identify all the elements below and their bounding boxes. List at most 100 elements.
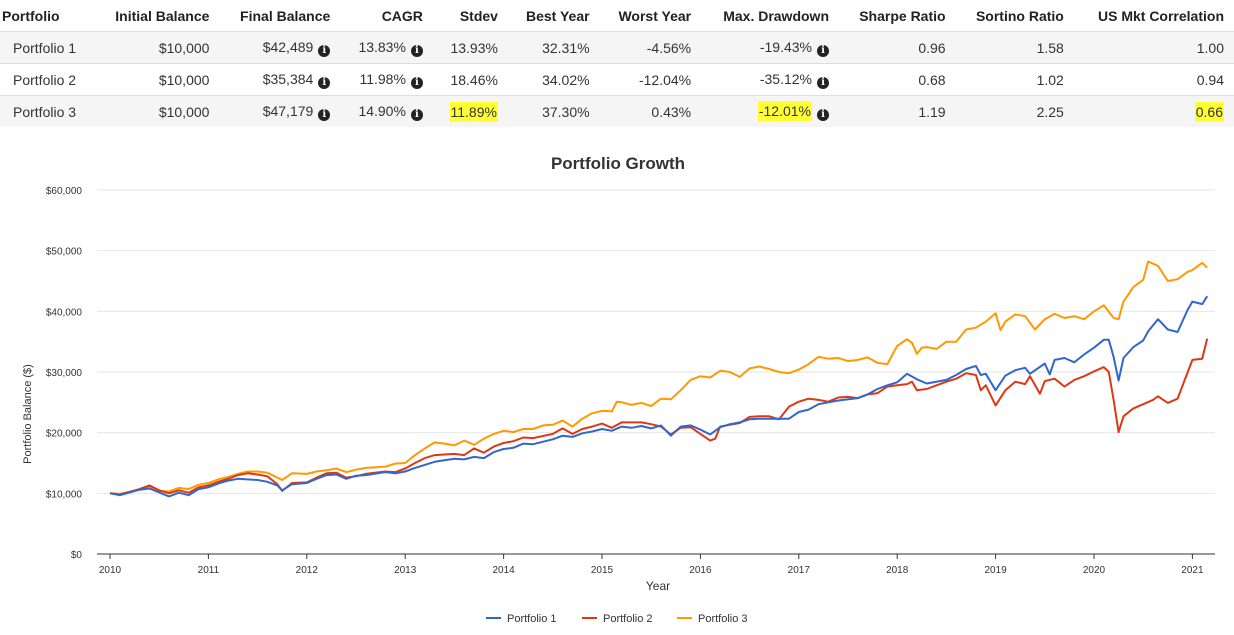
- max-drawdown: -19.43%: [759, 38, 812, 55]
- us-mkt-correlation: 1.00: [1196, 39, 1224, 56]
- portfolio-name: Portfolio 1: [13, 39, 77, 56]
- worst-year: -12.04%: [638, 71, 692, 88]
- final-balance: $42,489: [262, 38, 314, 55]
- max-drawdown-cell: -12.01% i: [701, 96, 839, 128]
- max-drawdown-cell: -35.12% i: [701, 64, 839, 96]
- y-tick-label: $30,000: [46, 368, 83, 379]
- final-balance-cell: $47,179 i: [219, 96, 340, 128]
- cagr-cell: 11.98% i: [340, 64, 433, 96]
- legend-item-portfolio-2[interactable]: Portfolio 2: [582, 613, 653, 625]
- sharpe-ratio: 0.96: [918, 39, 946, 56]
- legend-label: Portfolio 1: [507, 613, 557, 625]
- x-tick-label: 2015: [591, 565, 614, 576]
- col-header-portfolio[interactable]: Portfolio: [2, 7, 60, 24]
- y-axis-label: Portfolio Balance ($): [22, 364, 34, 464]
- y-tick-label: $50,000: [46, 247, 83, 258]
- x-tick-label: 2018: [886, 565, 909, 576]
- col-header-stdev[interactable]: Stdev: [459, 7, 498, 24]
- y-tick-label: $0: [71, 550, 83, 561]
- cagr-cell: 14.90% i: [340, 96, 433, 128]
- col-header-best-year[interactable]: Best Year: [525, 7, 590, 24]
- chart-title: Portfolio Growth: [551, 154, 685, 173]
- info-circle-icon[interactable]: i: [410, 108, 423, 121]
- col-header-worst-year[interactable]: Worst Year: [618, 7, 692, 24]
- info-circle-icon[interactable]: i: [318, 108, 331, 121]
- max-drawdown-cell: -19.43% i: [701, 32, 839, 64]
- x-tick-label: 2020: [1083, 565, 1106, 576]
- portfolio-name: Portfolio 2: [13, 71, 77, 88]
- us-mkt-correlation: 0.94: [1196, 71, 1224, 88]
- max-drawdown: -35.12%: [759, 70, 812, 87]
- portfolio-name: Portfolio 3: [13, 103, 77, 120]
- worst-year: -4.56%: [646, 39, 692, 56]
- initial-balance: $10,000: [158, 103, 210, 120]
- x-tick-label: 2019: [984, 565, 1007, 576]
- series-line-portfolio-1[interactable]: [109, 295, 1209, 498]
- y-tick-label: $20,000: [46, 429, 83, 440]
- y-tick-label: $40,000: [46, 307, 83, 318]
- cagr: 11.98%: [359, 70, 406, 87]
- us-mkt-correlation-cell: 0.66: [1074, 96, 1234, 128]
- initial-balance: $10,000: [158, 71, 210, 88]
- final-balance: $35,384: [262, 70, 314, 87]
- table-row: Portfolio 1 $10,000 $42,489 i 13.83% i 13.…: [0, 31, 1234, 64]
- col-header-max-drawdown[interactable]: Max. Drawdown: [723, 7, 829, 24]
- x-axis-ticks: 2010 2011 2012 2013 2014 2015 2016 2017 2018 2019…: [99, 554, 1204, 576]
- y-tick-label: $10,000: [46, 489, 83, 500]
- chart-legend[interactable]: Portfolio 1 Portfolio 2 Portfolio 3: [486, 613, 748, 625]
- cagr-cell: 13.83% i: [340, 32, 433, 64]
- legend-label: Portfolio 3: [698, 613, 748, 625]
- info-circle-icon[interactable]: i: [410, 76, 423, 89]
- info-circle-icon[interactable]: i: [817, 76, 829, 89]
- series-line-portfolio-3[interactable]: [109, 260, 1208, 495]
- col-header-initial-balance[interactable]: Initial Balance: [115, 7, 210, 24]
- info-circle-icon[interactable]: i: [817, 44, 829, 57]
- x-tick-label: 2021: [1181, 565, 1204, 576]
- x-axis-label: Year: [646, 579, 670, 593]
- info-circle-icon[interactable]: i: [318, 76, 331, 89]
- col-header-final-balance[interactable]: Final Balance: [240, 7, 331, 24]
- col-header-sharpe-ratio[interactable]: Sharpe Ratio: [859, 7, 946, 24]
- sortino-ratio: 1.02: [1036, 71, 1064, 88]
- final-balance: $47,179: [262, 102, 314, 119]
- col-header-us-mkt-correlation[interactable]: US Mkt Correlation: [1097, 7, 1224, 24]
- best-year: 37.30%: [542, 103, 590, 120]
- us-mkt-correlation-highlight: 0.66: [1194, 101, 1224, 122]
- col-header-sortino-ratio[interactable]: Sortino Ratio: [975, 7, 1064, 24]
- stdev-cell: 11.89%: [433, 96, 508, 128]
- series-line-portfolio-2[interactable]: [109, 338, 1209, 496]
- x-tick-label: 2011: [198, 565, 220, 576]
- y-axis-ticks: $0 $10,000 $20,000 $30,000 $40,000 $50,000 $60…: [46, 186, 83, 561]
- y-tick-label: $60,000: [46, 186, 83, 197]
- info-circle-icon[interactable]: i: [318, 44, 331, 57]
- best-year: 34.02%: [542, 71, 590, 88]
- x-tick-label: 2010: [99, 565, 122, 576]
- x-tick-label: 2017: [788, 565, 811, 576]
- x-tick-label: 2016: [689, 565, 712, 576]
- sortino-ratio: 1.58: [1036, 39, 1064, 56]
- initial-balance: $10,000: [158, 39, 210, 56]
- max-drawdown-highlight: -12.01%: [757, 100, 812, 121]
- table-row: Portfolio 3 $10,000 $47,179 i 14.90% i 11.…: [0, 95, 1234, 128]
- x-tick-label: 2013: [394, 565, 417, 576]
- final-balance-cell: $42,489 i: [219, 32, 340, 64]
- chart-grid: [97, 189, 1215, 555]
- cagr: 13.83%: [358, 38, 406, 55]
- sharpe-ratio: 1.19: [918, 103, 946, 120]
- legend-item-portfolio-3[interactable]: Portfolio 3: [677, 613, 748, 625]
- cagr: 14.90%: [358, 102, 406, 119]
- worst-year: 0.43%: [651, 103, 692, 120]
- sortino-ratio: 2.25: [1036, 103, 1064, 120]
- info-circle-icon[interactable]: i: [410, 44, 423, 57]
- chart-series-lines: [109, 260, 1209, 498]
- legend-item-portfolio-1[interactable]: Portfolio 1: [486, 613, 557, 625]
- x-tick-label: 2014: [492, 565, 515, 576]
- portfolio-stats-table: Portfolio Initial Balance Final Balance …: [0, 0, 1234, 127]
- x-tick-label: 2012: [296, 565, 319, 576]
- col-header-cagr[interactable]: CAGR: [381, 7, 423, 24]
- stdev-highlight: 11.89%: [449, 101, 498, 122]
- table-row: Portfolio 2 $10,000 $35,384 i 11.98% i 18.…: [0, 63, 1234, 96]
- final-balance-cell: $35,384 i: [219, 64, 340, 96]
- best-year: 32.31%: [542, 39, 590, 56]
- info-circle-icon[interactable]: i: [817, 108, 829, 121]
